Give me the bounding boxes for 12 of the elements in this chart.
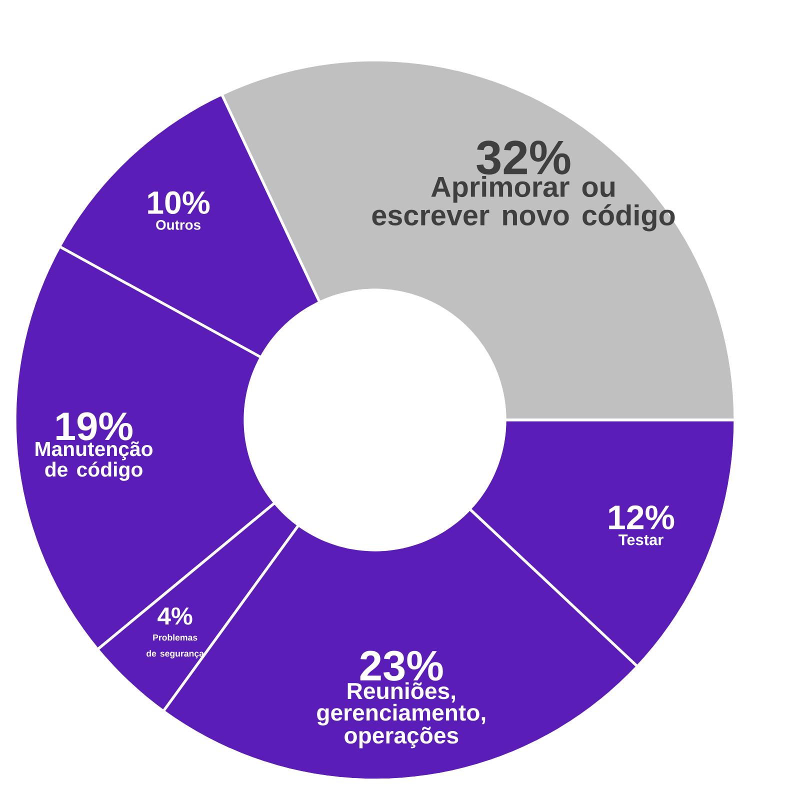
data-label: 4%: [158, 607, 192, 625]
slice-label: Outros: [156, 220, 200, 230]
data-label: 23%: [360, 650, 443, 681]
slice-label: Reuniões, gerenciamento, operações: [317, 682, 486, 748]
data-label: 19%: [56, 412, 132, 440]
slice-label: Aprimorar ou escrever novo código: [372, 176, 675, 232]
data-label: 32%: [476, 140, 570, 175]
slice-label: Manutenção de código: [36, 441, 152, 481]
slice-label: Problemas de segurança: [146, 634, 204, 658]
data-label: 12%: [609, 505, 674, 530]
slice-label: Testar: [618, 534, 664, 546]
data-label: 10%: [148, 191, 210, 214]
